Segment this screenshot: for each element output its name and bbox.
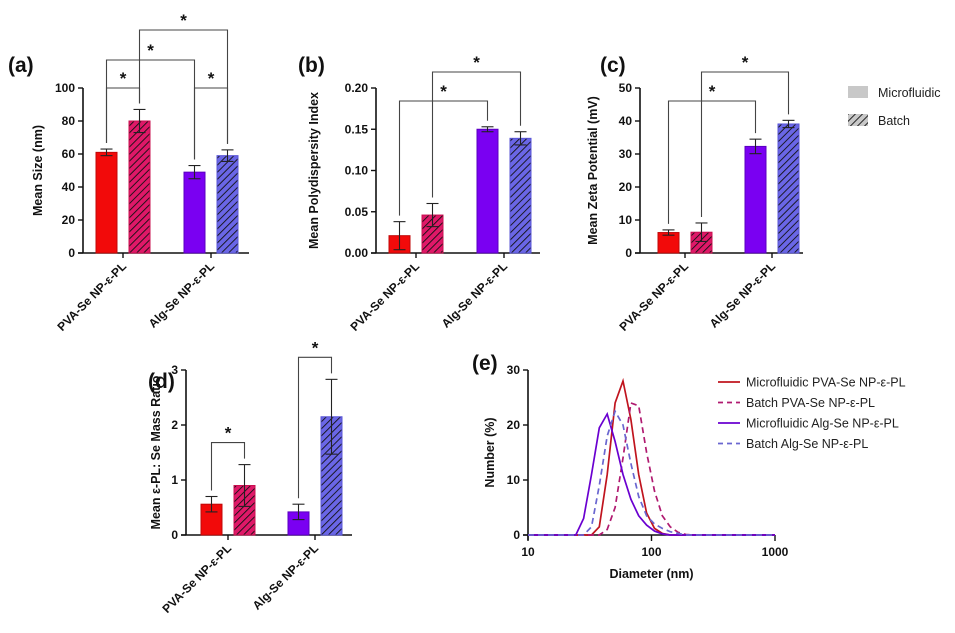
bar-microfluidic-pva (95, 151, 118, 254)
bar-batch-pva (128, 120, 151, 254)
significance-star: * (120, 69, 127, 88)
y-axis-title: Number (%) (483, 417, 497, 487)
y-tick-label: 0.20 (345, 81, 369, 95)
y-tick-label: 40 (62, 180, 76, 194)
x-tick-label: Alg-Se NP-ε-PL (146, 259, 217, 330)
significance-star: * (312, 338, 319, 357)
y-tick-label: 1 (171, 473, 178, 487)
y-tick-label: 0.10 (345, 164, 369, 178)
x-tick-label: PVA-Se NP-ε-PL (160, 541, 235, 616)
significance-bracket (105, 59, 196, 160)
significance-star: * (225, 424, 232, 443)
legend-swatch-microfluidic (848, 86, 868, 98)
legend-label: Microfluidic PVA-Se NP-ε-PL (746, 376, 906, 390)
y-tick-label: 40 (619, 114, 633, 128)
panel-d: (d) 0 1 2 3 Mean ε-PL: Se Mass Ratio PVA-Se NP… (148, 338, 352, 616)
series-line-1 (528, 401, 775, 536)
panel-label: (b) (298, 54, 325, 77)
x-tick-label: 100 (641, 545, 661, 559)
significance-star: * (208, 69, 215, 88)
panel-label: (c) (600, 54, 626, 77)
bar-batch-alg (509, 137, 532, 254)
significance-bracket (138, 29, 229, 144)
x-tick-label: 1000 (762, 545, 789, 559)
y-tick-label: 0 (171, 528, 178, 542)
legend-label: Batch Alg-Se NP-ε-PL (746, 437, 868, 451)
significance-bracket (431, 71, 522, 198)
y-tick-label: 10 (507, 473, 521, 487)
y-tick-label: 10 (619, 213, 633, 227)
x-tick-label: Alg-Se NP-ε-PL (250, 541, 321, 612)
significance-star: * (147, 41, 154, 60)
y-tick-label: 0.00 (345, 246, 369, 260)
y-axis-title: Mean Polydispersity Index (307, 92, 321, 249)
y-tick-label: 0 (625, 246, 632, 260)
bar-batch-alg (777, 123, 800, 254)
significance-star: * (473, 53, 480, 72)
significance-star: * (180, 11, 187, 30)
y-axis-title: Mean Zeta Potential (mV) (586, 96, 600, 245)
significance-star: * (440, 82, 447, 101)
significance-bracket (193, 87, 229, 160)
y-axis-title: Mean ε-PL: Se Mass Ratio (149, 375, 163, 529)
y-tick-label: 30 (619, 147, 633, 161)
y-tick-label: 80 (62, 114, 76, 128)
x-tick-label: 10 (521, 545, 535, 559)
y-tick-label: 2 (171, 418, 178, 432)
bar-batch-alg (216, 155, 239, 254)
bar-microfluidic-alg (744, 145, 767, 254)
legend-label-microfluidic: Microfluidic (878, 86, 941, 100)
y-tick-label: 50 (619, 81, 633, 95)
x-tick-label: PVA-Se NP-ε-PL (55, 259, 130, 334)
significance-bracket (297, 356, 333, 499)
legend-swatch-batch (848, 114, 868, 126)
significance-bracket (700, 71, 790, 217)
x-tick-label: PVA-Se NP-ε-PL (617, 259, 692, 334)
panel-label: (a) (8, 54, 34, 77)
legend-label-batch: Batch (878, 114, 910, 128)
legend-label: Microfluidic Alg-Se NP-ε-PL (746, 417, 899, 431)
legend-bars: Microfluidic Batch (848, 86, 941, 128)
significance-bracket (667, 100, 757, 224)
y-tick-label: 20 (619, 180, 633, 194)
x-tick-label: Alg-Se NP-ε-PL (439, 259, 510, 330)
bar-microfluidic-alg (476, 128, 499, 254)
significance-star: * (742, 53, 749, 72)
y-tick-label: 20 (507, 418, 521, 432)
panel-b: (b) 0.00 0.05 0.10 0.15 0.20 Mean Polydispersi… (298, 53, 540, 334)
x-axis-title: Diameter (nm) (609, 567, 693, 581)
significance-bracket (210, 442, 246, 491)
y-tick-label: 0.15 (345, 122, 369, 136)
y-tick-label: 30 (507, 363, 521, 377)
series-line-2 (528, 411, 775, 536)
panel-a: (a) 0 20 40 60 80 100 Mean Size (nm) PVA-Se NP-ε… (8, 11, 249, 334)
y-tick-label: 100 (55, 81, 75, 95)
legend-lines: Microfluidic PVA-Se NP-ε-PL Batch PVA-Se … (718, 376, 906, 451)
series-line-3 (528, 409, 775, 536)
y-tick-label: 0 (513, 528, 520, 542)
significance-bracket (398, 100, 489, 216)
significance-star: * (709, 82, 716, 101)
panel-c: (c) 0 10 20 30 40 50 Mean Zeta Potential (mV) PV… (586, 53, 803, 334)
y-tick-label: 0.05 (345, 205, 369, 219)
series-line-0 (528, 377, 775, 536)
y-tick-label: 3 (171, 363, 178, 377)
y-tick-label: 0 (68, 246, 75, 260)
y-tick-label: 20 (62, 213, 76, 227)
bar-microfluidic-alg (183, 171, 206, 254)
y-tick-label: 60 (62, 147, 76, 161)
legend-label: Batch PVA-Se NP-ε-PL (746, 396, 875, 410)
panel-label: (d) (148, 370, 175, 393)
x-tick-label: PVA-Se NP-ε-PL (348, 259, 423, 334)
x-tick-label: Alg-Se NP-ε-PL (707, 259, 778, 330)
y-axis-title: Mean Size (nm) (31, 125, 45, 216)
panel-label: (e) (472, 352, 498, 375)
